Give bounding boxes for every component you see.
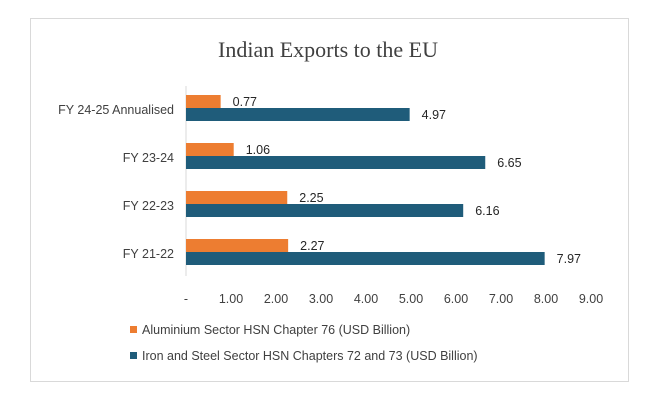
data-label: 0.77 [233,95,257,109]
data-label: 2.25 [299,191,323,205]
data-label: 2.27 [300,239,324,253]
data-label: 4.97 [422,108,446,122]
x-tick-label: 6.00 [444,292,468,306]
x-tick-label: 4.00 [354,292,378,306]
bar-aluminium [186,191,288,204]
category-label: FY 22-23 [123,199,174,213]
category-label: FY 21-22 [123,247,174,261]
x-axis-tick-labels: - 1.00 2.00 3.00 4.00 5.00 6.00 7.00 8.00 9.00 [184,292,603,306]
bar-aluminium [186,239,289,252]
data-label: 6.16 [475,204,499,218]
bar-iron-steel [186,156,486,169]
bar-aluminium [186,95,221,108]
legend-swatch-aluminium [130,326,137,333]
x-tick-label: 1.00 [219,292,243,306]
x-tick-label: 2.00 [264,292,288,306]
data-label: 6.65 [497,156,521,170]
legend-label: Aluminium Sector HSN Chapter 76 (USD Bil… [142,323,410,337]
data-label: 1.06 [246,143,270,157]
legend-label: Iron and Steel Sector HSN Chapters 72 an… [142,349,478,363]
bar-iron-steel [186,204,464,217]
data-label: 7.97 [557,252,581,266]
category-label: FY 23-24 [123,151,174,165]
chart-frame [30,18,629,382]
bar-iron-steel [186,108,410,121]
x-tick-label: 3.00 [309,292,333,306]
chart-title: Indian Exports to the EU [218,37,438,62]
category-label: FY 24-25 Annualised [58,103,174,117]
x-tick-label: - [184,292,188,306]
bar-iron-steel [186,252,545,265]
x-tick-label: 5.00 [399,292,423,306]
bar-aluminium [186,143,234,156]
category-labels: FY 24-25 Annualised FY 23-24 FY 22-23 FY 21… [58,103,174,261]
legend-swatch-iron-steel [130,352,137,359]
legend: Aluminium Sector HSN Chapter 76 (USD Bil… [130,323,478,363]
x-tick-label: 8.00 [534,292,558,306]
x-tick-label: 7.00 [489,292,513,306]
x-tick-label: 9.00 [579,292,603,306]
bars-group: 0.77 4.97 1.06 6.65 2.25 6.16 2.27 7.97 [186,95,581,266]
